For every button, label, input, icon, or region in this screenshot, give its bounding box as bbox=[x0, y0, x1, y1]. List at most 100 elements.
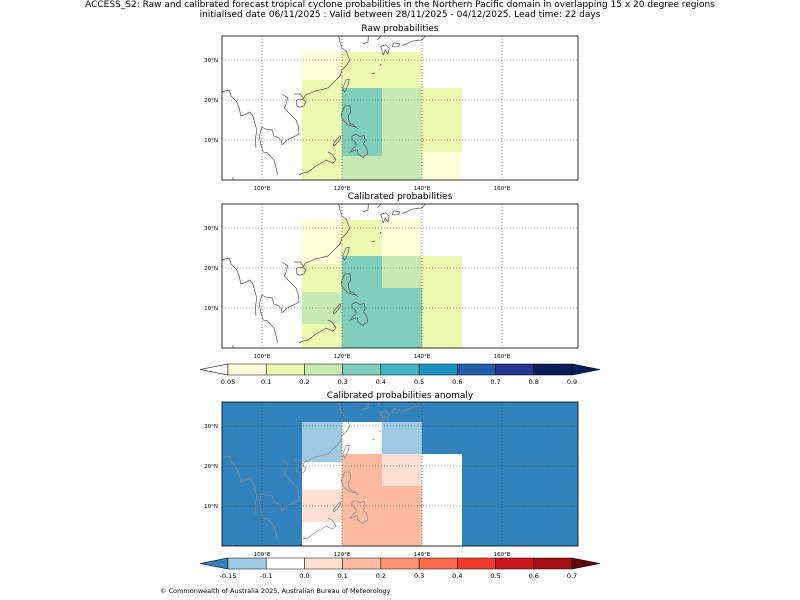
colorbar-tick-label: 0.6 bbox=[452, 378, 462, 386]
lat-tick-label: 20°N bbox=[204, 464, 218, 470]
coastline bbox=[401, 36, 426, 46]
coastline bbox=[332, 501, 342, 513]
probability-region bbox=[302, 422, 342, 462]
panel-title-anomaly: Calibrated probabilities anomaly bbox=[326, 391, 474, 401]
lon-tick-label: 140°E bbox=[414, 186, 431, 192]
coastline bbox=[342, 78, 350, 93]
probability-region bbox=[382, 220, 422, 256]
coastline bbox=[294, 204, 351, 268]
coastline bbox=[380, 44, 390, 56]
colorbar-tick-label: 0.6 bbox=[529, 572, 539, 580]
lon-tick-label: 160°E bbox=[494, 354, 511, 360]
coastline bbox=[376, 36, 381, 40]
lon-tick-label: 160°E bbox=[494, 552, 511, 558]
map-frame bbox=[221, 203, 579, 349]
lon-tick-label: 160°E bbox=[494, 186, 511, 192]
probability-region bbox=[382, 422, 422, 454]
colorbar-tick-label: 0.9 bbox=[567, 378, 577, 386]
coastline bbox=[296, 99, 307, 108]
coastline bbox=[298, 319, 337, 344]
lat-tick-label: 20°N bbox=[204, 266, 218, 272]
lon-tick-label: 140°E bbox=[414, 552, 431, 558]
colorbar-segment bbox=[265, 557, 305, 570]
colorbar-tick-label: 0.4 bbox=[452, 572, 462, 580]
probability-region bbox=[342, 422, 382, 454]
coastline bbox=[258, 93, 300, 175]
coastline bbox=[222, 89, 258, 149]
colorbar-segment bbox=[418, 557, 458, 570]
coastline bbox=[391, 210, 401, 216]
colorbar-tick-label: 0.8 bbox=[529, 378, 539, 386]
lon-tick-label: 100°E bbox=[254, 552, 271, 558]
colorbar-segment bbox=[457, 363, 496, 376]
coastline bbox=[348, 499, 368, 525]
coastline bbox=[362, 36, 369, 45]
probability-region bbox=[342, 454, 382, 546]
coastline bbox=[379, 63, 382, 67]
coastline bbox=[340, 105, 359, 130]
coastline bbox=[371, 240, 375, 243]
coastline bbox=[380, 410, 390, 422]
colorbar-segment bbox=[342, 363, 382, 376]
lon-tick-label: 120°E bbox=[334, 552, 351, 558]
colorbar-tick-label: 0.5 bbox=[414, 378, 424, 386]
probability-region bbox=[382, 288, 422, 348]
probability-region bbox=[342, 88, 382, 156]
coastline bbox=[376, 402, 381, 406]
lat-tick-label: 10°N bbox=[204, 504, 218, 510]
coastline bbox=[332, 135, 342, 147]
colorbar-tick-label: -0.1 bbox=[260, 572, 273, 580]
coastline bbox=[340, 471, 359, 496]
coastline bbox=[222, 455, 258, 515]
probability-region bbox=[302, 52, 342, 80]
coastline bbox=[348, 133, 368, 159]
lon-tick-label: 100°E bbox=[254, 354, 271, 360]
colorbar-segment bbox=[380, 557, 420, 570]
probability-region bbox=[422, 88, 462, 152]
map-frame bbox=[221, 35, 579, 181]
map-panel-calibrated: 100°E 120°E 140°E 160°E 30°N 20°N 10°N bbox=[204, 203, 579, 360]
colorbar-extend-max bbox=[571, 557, 601, 570]
colorbar-tick-label: 0.2 bbox=[376, 572, 386, 580]
colorbar-tick-label: 0.5 bbox=[490, 572, 500, 580]
lat-tick-label: 30°N bbox=[204, 226, 218, 232]
map-panel-anomaly: 100°E 120°E 140°E 160°E 30°N 20°N 10°N bbox=[204, 401, 579, 558]
coastline bbox=[380, 212, 390, 224]
coastline bbox=[258, 261, 300, 343]
colorbar-segment bbox=[304, 557, 343, 570]
coastline bbox=[371, 72, 375, 75]
coastline bbox=[296, 465, 307, 474]
lon-tick-label: 120°E bbox=[334, 354, 351, 360]
colorbar-segment bbox=[495, 557, 535, 570]
lon-tick-label: 140°E bbox=[414, 354, 431, 360]
colorbar-tick-label: 0.4 bbox=[376, 378, 386, 386]
colorbar-probability: 0.05 0.1 0.2 0.3 0.4 0.5 0.6 0.7 0.8 0.9 bbox=[199, 363, 601, 386]
coastline bbox=[379, 231, 382, 235]
colorbar-segment bbox=[265, 363, 305, 376]
coastline bbox=[340, 273, 359, 298]
coastline bbox=[371, 438, 375, 441]
coastline bbox=[294, 36, 351, 100]
colorbar-tick-label: 0.2 bbox=[299, 378, 309, 386]
colorbar-segment bbox=[227, 363, 267, 376]
lat-tick-label: 30°N bbox=[204, 424, 218, 430]
lat-tick-label: 10°N bbox=[204, 138, 218, 144]
coastline bbox=[401, 204, 426, 214]
probability-region bbox=[302, 324, 342, 348]
coastline bbox=[294, 402, 351, 466]
figure-title-line2: initialised date 06/11/2025 : Valid betw… bbox=[199, 10, 601, 20]
colorbar-segment bbox=[533, 363, 573, 376]
probability-region bbox=[342, 256, 382, 348]
colorbar-tick-label: 0.1 bbox=[337, 572, 347, 580]
map-frame bbox=[221, 401, 579, 547]
panel-title-calibrated: Calibrated probabilities bbox=[347, 192, 453, 202]
probability-region bbox=[422, 256, 462, 348]
lon-tick-label: 100°E bbox=[254, 186, 271, 192]
colorbar-anomaly: -0.15 -0.1 0.0 0.1 0.2 0.3 0.4 0.5 0.6 0.7 bbox=[199, 557, 601, 580]
coastline bbox=[231, 543, 235, 546]
colorbar-tick-label: 0.0 bbox=[299, 572, 309, 580]
colorbar-segment bbox=[342, 557, 382, 570]
colorbar-segment bbox=[457, 557, 496, 570]
colorbar-segment bbox=[418, 363, 458, 376]
